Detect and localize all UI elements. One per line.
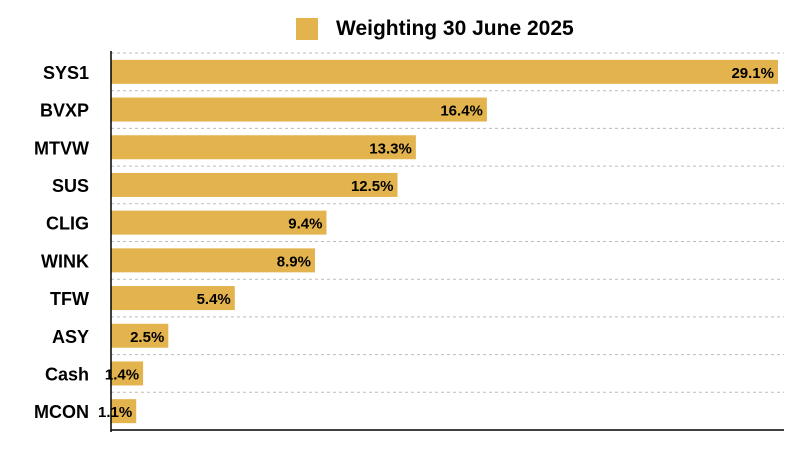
category-label: WINK (41, 251, 89, 271)
data-label: 5.4% (197, 291, 231, 308)
category-label: Cash (45, 364, 89, 384)
bar (111, 210, 327, 235)
data-label: 1.4% (105, 366, 139, 383)
legend-label: Weighting 30 June 2025 (336, 17, 574, 40)
bar (111, 248, 315, 273)
bar (111, 172, 398, 197)
category-label: MCON (34, 402, 89, 422)
category-label: TFW (50, 289, 89, 309)
data-label: 16.4% (440, 103, 483, 120)
data-label: 9.4% (288, 216, 322, 233)
bar (111, 97, 487, 122)
bar (111, 323, 169, 348)
category-label: ASY (52, 327, 89, 347)
legend-swatch (296, 18, 318, 40)
data-label: 2.5% (130, 329, 164, 346)
category-label: SUS (52, 176, 89, 196)
bar (111, 361, 144, 386)
legend: Weighting 30 June 2025 (296, 14, 574, 44)
bar (111, 399, 137, 424)
data-label: 13.3% (369, 140, 412, 157)
data-label: 12.5% (351, 178, 394, 195)
category-label: CLIG (46, 214, 89, 234)
bar (111, 286, 235, 311)
data-label: 8.9% (277, 253, 311, 270)
category-label: BVXP (40, 101, 89, 121)
bar (111, 135, 416, 160)
bar (111, 59, 778, 84)
data-label: 29.1% (731, 65, 774, 82)
category-label: SYS1 (43, 63, 89, 83)
data-label: 1.1% (98, 404, 132, 421)
category-label: MTVW (34, 138, 89, 158)
